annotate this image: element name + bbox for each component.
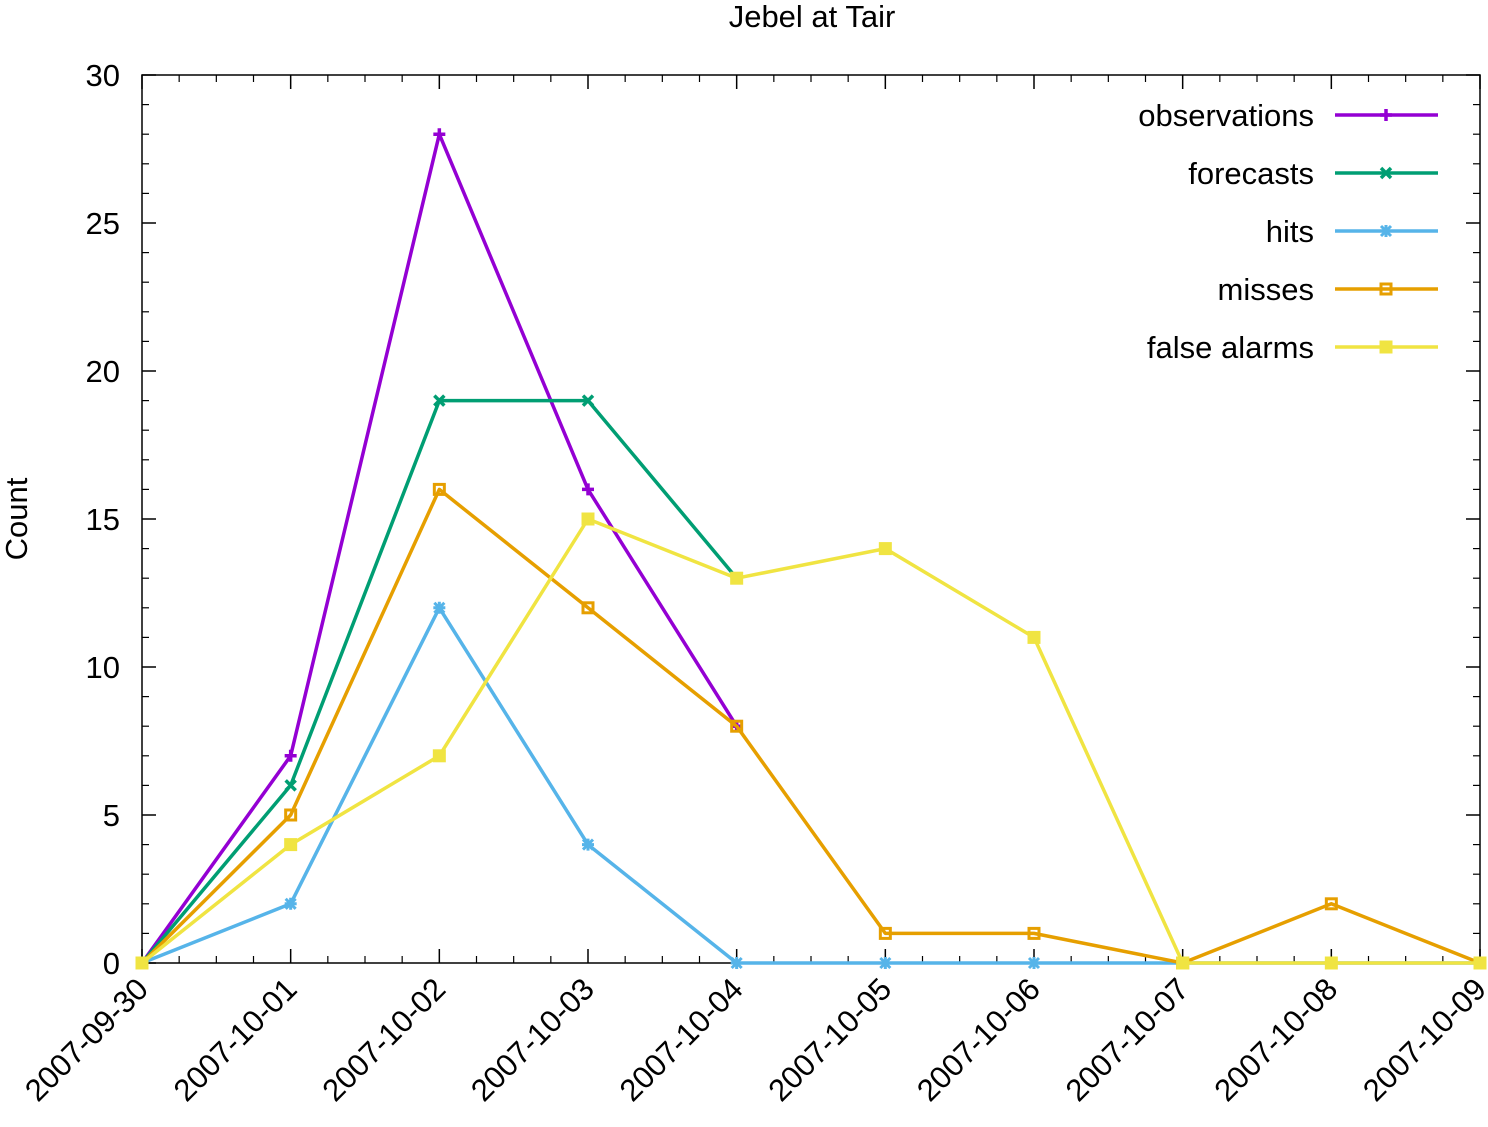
legend-label-observations: observations [1138, 98, 1314, 133]
data-point-misses [1324, 897, 1338, 911]
series-false-alarms [135, 512, 1487, 970]
legend: observations forecasts hits misses false ala… [1138, 98, 1438, 365]
data-point-false-alarms [878, 542, 892, 556]
data-point-false-alarms [730, 571, 744, 585]
series-line-misses [140, 487, 1481, 965]
y-tick-label: 25 [86, 206, 120, 241]
data-point-misses [284, 808, 298, 822]
data-point-observations [433, 128, 446, 141]
legend-marker-misses [1379, 282, 1393, 296]
data-point-misses [730, 719, 744, 733]
legend-label-forecasts: forecasts [1188, 156, 1314, 191]
data-point-forecasts [433, 394, 446, 407]
series-line-hits [141, 606, 1480, 965]
data-point-hits [581, 838, 595, 851]
x-tick-label: 2007-10-02 [315, 971, 452, 1108]
data-point-false-alarms [1473, 956, 1487, 970]
x-tick-label: 2007-10-01 [167, 971, 304, 1108]
data-point-false-alarms [284, 838, 298, 852]
legend-label-misses: misses [1218, 272, 1314, 307]
data-point-hits [1027, 956, 1041, 970]
legend-marker-observations [1380, 109, 1392, 121]
series-line-observations [140, 132, 739, 965]
x-tick-label: 2007-10-04 [613, 971, 750, 1108]
data-point-observations [284, 749, 297, 762]
x-tick-label: 2007-09-30 [18, 971, 155, 1108]
data-point-misses [878, 926, 892, 940]
y-tick-label: 20 [86, 354, 120, 389]
y-axis-label: Count [0, 477, 34, 560]
data-point-hits [433, 601, 446, 614]
y-tick-label: 5 [103, 798, 120, 833]
y-tick-label: 30 [86, 58, 120, 93]
data-point-false-alarms [581, 512, 595, 526]
data-point-hits [879, 956, 892, 970]
chart-title: Jebel at Tair [729, 0, 896, 34]
y-tick-label: 15 [86, 502, 120, 537]
data-point-misses [1027, 926, 1041, 940]
x-tick-label: 2007-10-03 [464, 971, 601, 1108]
x-tick-label: 2007-10-05 [761, 971, 898, 1108]
data-point-hits [730, 956, 743, 970]
legend-marker-hits [1379, 224, 1393, 238]
data-point-false-alarms [1324, 956, 1338, 970]
data-point-forecasts [284, 779, 297, 792]
data-point-observations [582, 483, 594, 496]
series-layer [135, 128, 1487, 970]
y-tick-label: 10 [86, 650, 120, 685]
x-tick-label: 2007-10-09 [1356, 971, 1488, 1108]
x-tick-label: 2007-10-06 [910, 971, 1047, 1108]
y-tick-label: 0 [103, 946, 120, 981]
legend-marker-forecasts [1379, 166, 1393, 180]
legend-label-false-alarms: false alarms [1147, 330, 1314, 365]
data-point-false-alarms [1027, 630, 1041, 644]
x-tick-label: 2007-10-08 [1207, 971, 1344, 1108]
series-forecasts [135, 394, 743, 970]
series-observations [136, 128, 743, 969]
data-point-false-alarms [1176, 956, 1190, 970]
x-tick-label: 2007-10-07 [1059, 971, 1196, 1108]
series-line-false-alarms [140, 517, 1480, 965]
data-point-forecasts [581, 394, 595, 407]
data-point-hits [284, 897, 297, 910]
data-point-false-alarms [432, 749, 446, 763]
data-point-misses [432, 482, 446, 496]
legend-label-hits: hits [1266, 214, 1314, 249]
data-point-misses [581, 601, 595, 615]
legend-marker-false-alarms [1379, 340, 1393, 354]
data-point-false-alarms [135, 956, 149, 970]
